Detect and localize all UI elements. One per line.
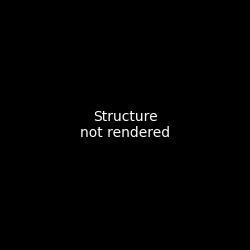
Text: Structure
not rendered: Structure not rendered [80,110,170,140]
